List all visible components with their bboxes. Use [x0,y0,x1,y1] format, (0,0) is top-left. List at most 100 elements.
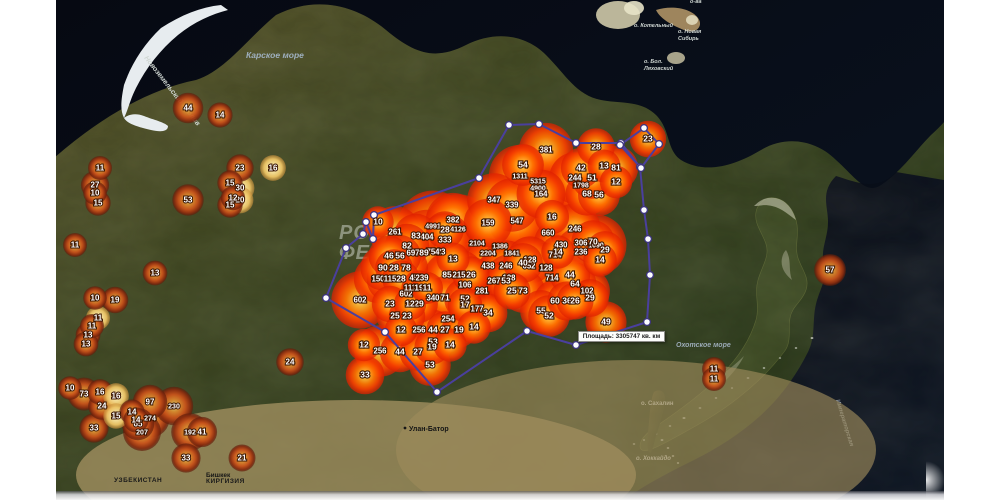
svg-text:29: 29 [600,245,610,255]
svg-text:246: 246 [568,225,582,234]
svg-text:14: 14 [553,247,563,257]
svg-text:4126: 4126 [450,227,466,234]
svg-text:106: 106 [458,281,472,290]
svg-text:о. Котельный: о. Котельный [634,22,674,29]
svg-text:13: 13 [151,269,160,278]
svg-text:115: 115 [384,275,397,284]
svg-text:23: 23 [402,311,412,321]
svg-text:КИРГИЗИЯ: КИРГИЗИЯ [206,478,245,485]
svg-text:12: 12 [405,299,415,309]
svg-text:11: 11 [71,241,80,250]
svg-text:11: 11 [423,283,432,293]
svg-text:51: 51 [587,173,597,183]
svg-text:56: 56 [594,190,604,200]
svg-text:23: 23 [643,134,653,144]
svg-text:60: 60 [550,296,560,306]
svg-text:13: 13 [448,254,458,264]
svg-text:15: 15 [112,412,121,421]
svg-text:16: 16 [112,392,121,401]
svg-text:25: 25 [507,286,517,296]
svg-text:177: 177 [470,305,483,314]
svg-text:53: 53 [501,276,511,286]
svg-text:281: 281 [475,287,489,296]
svg-text:25: 25 [390,311,400,321]
svg-text:68: 68 [582,189,592,199]
svg-text:254: 254 [441,315,455,324]
svg-text:34: 34 [483,308,493,318]
svg-text:382: 382 [446,216,460,225]
svg-text:347: 347 [487,196,500,205]
svg-text:73: 73 [518,286,528,296]
svg-text:192: 192 [184,430,196,437]
svg-text:28: 28 [440,225,450,235]
svg-text:54: 54 [518,160,528,170]
svg-text:97: 97 [146,398,155,407]
svg-text:14: 14 [132,416,141,425]
svg-text:714: 714 [545,274,559,283]
svg-text:10: 10 [66,384,75,393]
svg-text:236: 236 [574,248,588,257]
svg-text:333: 333 [438,236,452,245]
svg-text:12: 12 [611,177,621,187]
svg-text:13: 13 [599,161,609,171]
svg-text:14: 14 [445,340,455,350]
svg-text:306: 306 [574,239,588,248]
svg-text:41: 41 [198,428,207,437]
svg-text:83: 83 [411,231,421,241]
svg-text:274: 274 [144,416,156,423]
svg-text:4991: 4991 [425,224,441,231]
svg-text:215: 215 [452,271,466,280]
svg-text:27: 27 [413,347,423,357]
svg-text:244: 244 [568,174,582,183]
svg-text:78: 78 [401,263,411,273]
svg-text:49: 49 [601,317,611,327]
svg-text:40: 40 [518,258,528,268]
svg-text:82: 82 [402,241,412,251]
svg-text:44: 44 [565,270,575,280]
svg-text:Сибирь: Сибирь [678,35,699,42]
svg-text:44: 44 [184,104,193,113]
svg-text:23: 23 [236,164,245,173]
svg-text:239: 239 [415,274,429,283]
svg-text:29: 29 [414,299,424,309]
svg-text:1386: 1386 [492,244,508,251]
svg-text:14: 14 [595,255,605,265]
svg-text:267: 267 [487,277,500,286]
svg-text:11: 11 [96,164,105,173]
svg-text:56: 56 [395,251,405,261]
svg-text:28: 28 [591,142,601,152]
svg-text:164: 164 [534,190,548,199]
svg-text:30: 30 [236,184,245,193]
svg-text:Улан-Батор: Улан-Батор [409,426,449,433]
svg-text:12: 12 [396,325,406,335]
svg-text:230: 230 [168,404,180,411]
svg-text:23: 23 [385,299,395,309]
svg-text:602: 602 [353,296,367,305]
svg-text:16: 16 [269,164,278,173]
svg-text:1841: 1841 [504,251,520,258]
svg-text:Ляховский: Ляховский [643,65,674,72]
svg-text:19: 19 [454,325,464,335]
svg-text:85: 85 [442,270,452,280]
svg-text:53: 53 [425,360,435,370]
svg-text:33: 33 [360,370,370,380]
svg-text:28: 28 [396,274,406,284]
svg-text:28: 28 [389,263,399,273]
svg-text:21: 21 [238,454,247,463]
svg-text:10: 10 [373,217,383,227]
svg-text:261: 261 [388,228,402,237]
svg-text:19: 19 [111,296,120,305]
svg-text:404: 404 [420,233,434,242]
svg-text:10: 10 [91,189,100,198]
svg-text:53: 53 [184,196,193,205]
svg-text:29: 29 [585,293,595,303]
svg-text:14: 14 [469,322,479,332]
svg-text:12: 12 [229,194,238,203]
svg-text:159: 159 [481,219,495,228]
svg-text:339: 339 [505,201,519,210]
svg-text:44: 44 [428,325,438,335]
svg-text:2104: 2104 [469,241,485,248]
svg-text:256: 256 [412,326,426,335]
svg-text:207: 207 [136,430,148,437]
svg-text:12: 12 [359,340,369,350]
